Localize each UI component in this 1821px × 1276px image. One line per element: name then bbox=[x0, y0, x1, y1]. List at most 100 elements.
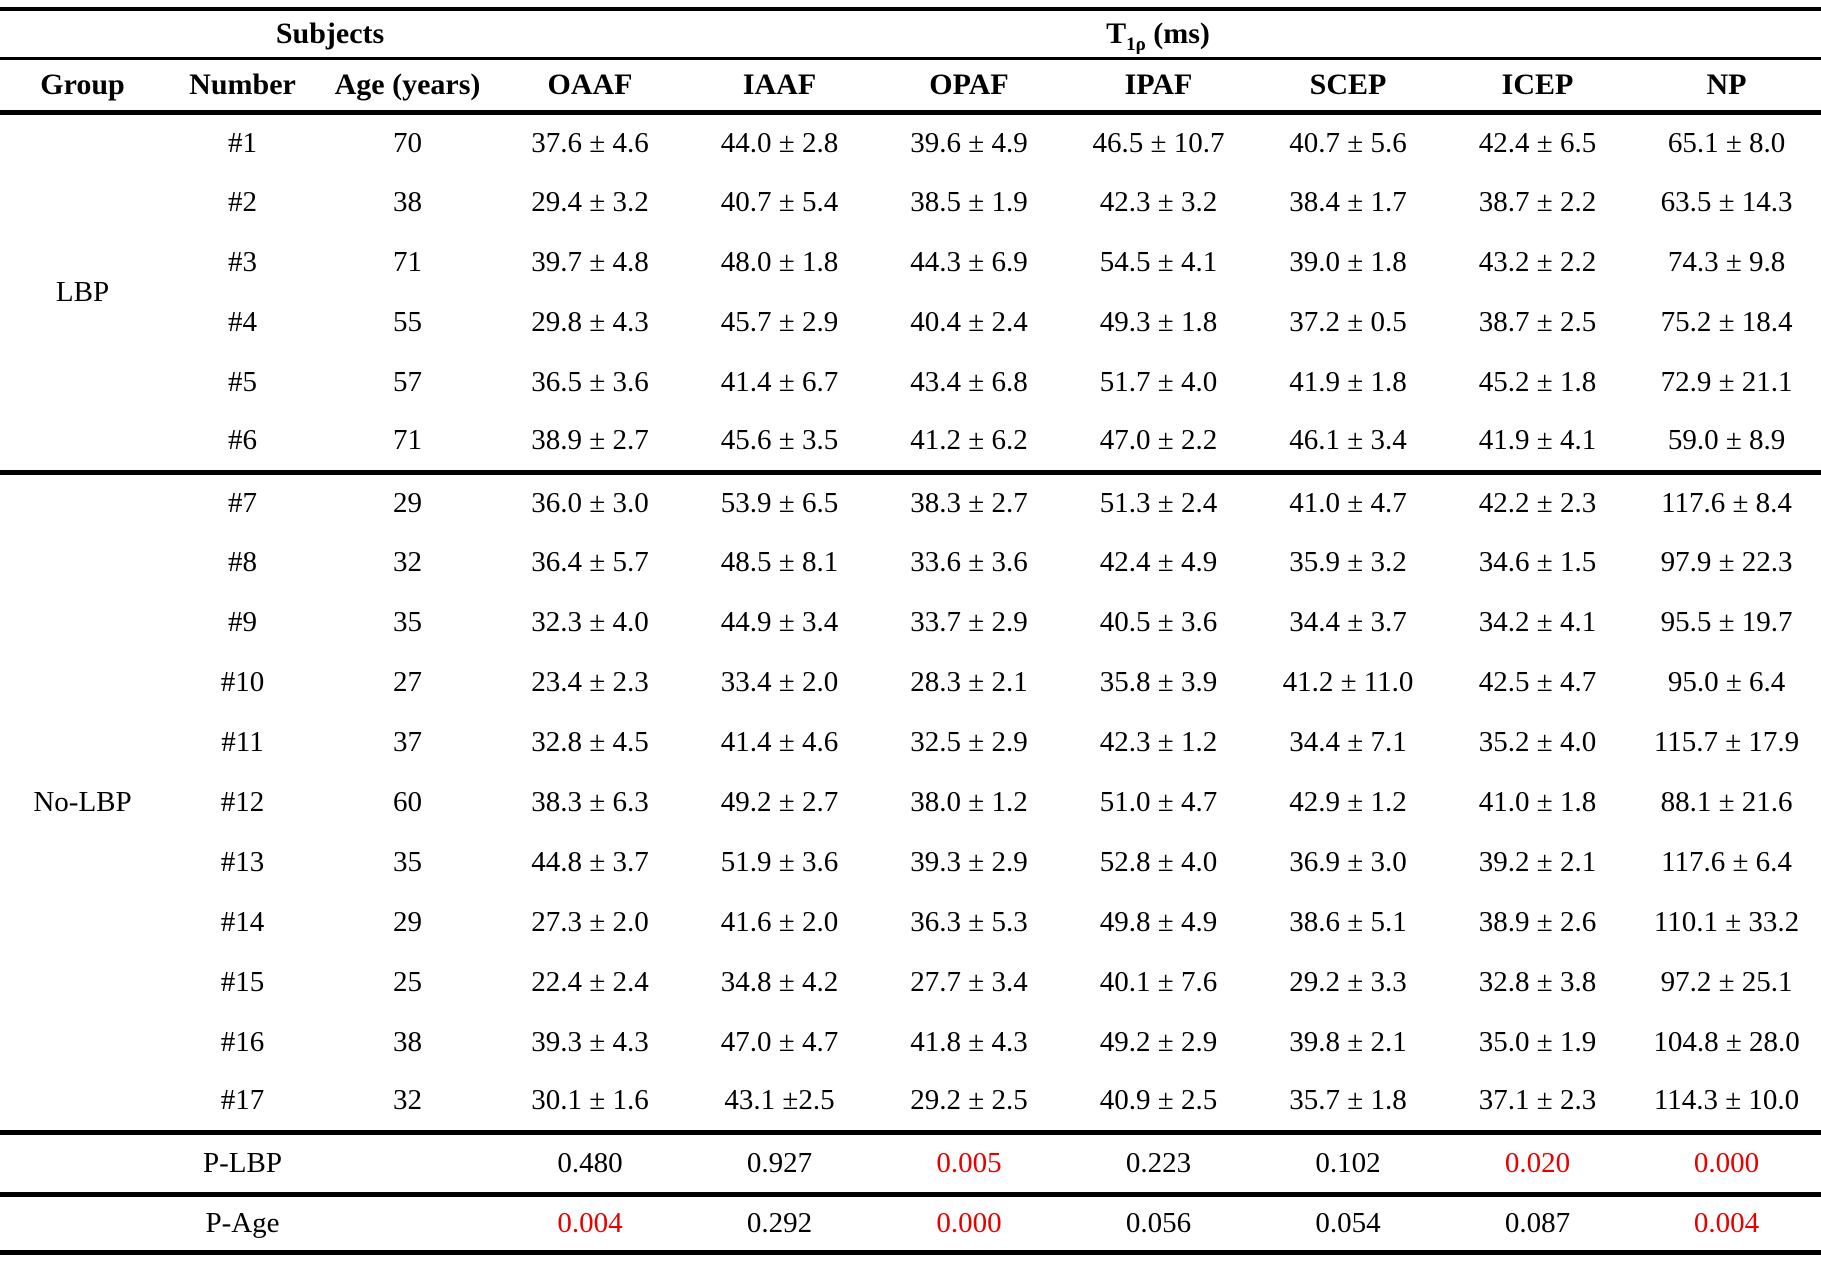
t1rho-value: 35.2 ± 4.0 bbox=[1478, 725, 1597, 758]
subject-number: #3 bbox=[228, 245, 257, 278]
t1rho-value: 38.3 ± 6.3 bbox=[531, 785, 649, 818]
t1rho-value: 75.2 ± 18.4 bbox=[1660, 305, 1793, 338]
column-header-row: Group Number Age (years) OAAF IAAF OPAF … bbox=[0, 58, 1821, 112]
table-row: #13 35 44.8 ± 3.7 51.9 ± 3.6 39.3 ± 2.9 52.8 … bbox=[0, 832, 1821, 892]
subject-number: #17 bbox=[220, 1084, 265, 1117]
t1rho-value: 110.1 ± 33.2 bbox=[1653, 905, 1800, 938]
t1rho-value: 40.7 ± 5.6 bbox=[1289, 126, 1407, 159]
t1rho-value: 45.6 ± 3.5 bbox=[720, 424, 839, 457]
t1rho-value: 44.0 ± 2.8 bbox=[720, 126, 839, 159]
subject-number: #10 bbox=[220, 665, 265, 698]
t1rho-value: 44.8 ± 3.7 bbox=[531, 845, 649, 878]
t1rho-value: 35.9 ± 3.2 bbox=[1289, 545, 1407, 578]
t1rho-subjects-table: Subjects T1ρ (ms) Group Number Age (year… bbox=[0, 7, 1821, 1255]
t1rho-value: 33.6 ± 3.6 bbox=[910, 545, 1028, 578]
t1rho-base: T bbox=[1106, 16, 1127, 50]
table-row: #5 57 36.5 ± 3.6 41.4 ± 6.7 43.4 ± 6.8 51.7 ±… bbox=[0, 352, 1821, 412]
t1rho-value: 51.3 ± 2.4 bbox=[1099, 486, 1218, 519]
t1rho-value: 41.4 ± 6.7 bbox=[720, 365, 839, 398]
t1rho-value: 46.5 ± 10.7 bbox=[1092, 126, 1225, 159]
table-row: LBP #1 70 37.6 ± 4.6 44.0 ± 2.8 39.6 ± 4.9 46.… bbox=[0, 112, 1821, 308]
t1rho-value: 39.0 ± 1.8 bbox=[1289, 245, 1407, 278]
subject-age: 55 bbox=[393, 305, 422, 338]
t1rho-value: 88.1 ± 21.6 bbox=[1660, 785, 1793, 818]
t1rho-value: 41.6 ± 2.0 bbox=[720, 905, 839, 938]
subject-number: #5 bbox=[228, 365, 257, 398]
t1rho-value: 40.7 ± 5.4 bbox=[720, 185, 839, 218]
p-value: 0.005 bbox=[936, 1146, 1002, 1179]
t1rho-value: 36.4 ± 5.7 bbox=[531, 545, 649, 578]
t1rho-value: 29.2 ± 2.5 bbox=[910, 1084, 1028, 1117]
table-row: #15 25 22.4 ± 2.4 34.8 ± 4.2 27.7 ± 3.4 40.1 … bbox=[0, 952, 1821, 1012]
table-row: #8 32 36.4 ± 5.7 48.5 ± 8.1 33.6 ± 3.6 42.4 ±… bbox=[0, 532, 1821, 592]
t1rho-value: 43.2 ± 2.2 bbox=[1478, 245, 1597, 278]
subject-number: #4 bbox=[228, 305, 257, 338]
t1rho-value: 22.4 ± 2.4 bbox=[531, 965, 649, 998]
t1rho-value: 97.2 ± 25.1 bbox=[1660, 965, 1793, 998]
p-value: 0.087 bbox=[1504, 1206, 1571, 1239]
subject-age: 35 bbox=[393, 605, 422, 638]
t1rho-value: 37.6 ± 4.6 bbox=[531, 126, 649, 159]
t1rho-value: 38.3 ± 2.7 bbox=[910, 486, 1028, 519]
t1rho-value: 117.6 ± 6.4 bbox=[1661, 845, 1792, 878]
t1rho-value: 29.4 ± 3.2 bbox=[531, 185, 649, 218]
subject-age: 32 bbox=[393, 1084, 422, 1117]
t1rho-value: 114.3 ± 10.0 bbox=[1653, 1084, 1800, 1117]
t1rho-value: 49.2 ± 2.7 bbox=[720, 785, 839, 818]
subject-number: #9 bbox=[228, 605, 257, 638]
p-value: 0.480 bbox=[557, 1146, 623, 1179]
p-value-row: P-Age 0.004 0.292 0.000 0.056 0.054 0.087 0.004 bbox=[0, 1194, 1821, 1252]
t1rho-value: 40.4 ± 2.4 bbox=[910, 305, 1028, 338]
t1rho-value: 29.2 ± 3.3 bbox=[1289, 965, 1407, 998]
column-header-icep: ICEP bbox=[1501, 67, 1574, 101]
p-value: 0.054 bbox=[1315, 1206, 1381, 1239]
t1rho-value: 42.4 ± 4.9 bbox=[1099, 545, 1218, 578]
p-value: 0.292 bbox=[746, 1206, 813, 1239]
table-row: #6 71 38.9 ± 2.7 45.6 ± 3.5 41.2 ± 6.2 47.0 ±… bbox=[0, 412, 1821, 472]
table-row: #9 35 32.3 ± 4.0 44.9 ± 3.4 33.7 ± 2.9 40.5 ±… bbox=[0, 592, 1821, 652]
t1rho-value: 28.3 ± 2.1 bbox=[910, 665, 1028, 698]
subject-number: #11 bbox=[221, 725, 264, 758]
table-row: No-LBP #7 29 36.0 ± 3.0 53.9 ± 6.5 38.3 ± 2.7… bbox=[0, 472, 1821, 818]
t1rho-value: 48.0 ± 1.8 bbox=[720, 245, 839, 278]
t1rho-value: 39.2 ± 2.1 bbox=[1478, 845, 1597, 878]
t1rho-value: 45.7 ± 2.9 bbox=[720, 305, 839, 338]
t1rho-value: 44.3 ± 6.9 bbox=[910, 245, 1028, 278]
column-header-oaaf: OAAF bbox=[547, 67, 633, 101]
subject-age: 32 bbox=[393, 545, 422, 578]
t1rho-value: 41.9 ± 1.8 bbox=[1289, 365, 1407, 398]
t1rho-value: 32.5 ± 2.9 bbox=[910, 725, 1028, 758]
t1rho-value: 39.3 ± 4.3 bbox=[531, 1025, 649, 1058]
t1rho-value: 49.3 ± 1.8 bbox=[1099, 305, 1218, 338]
t1rho-value: 43.1 ±2.5 bbox=[724, 1084, 835, 1117]
subject-number: #13 bbox=[220, 845, 265, 878]
t1rho-value: 51.0 ± 4.7 bbox=[1099, 785, 1218, 818]
t1rho-value: 42.2 ± 2.3 bbox=[1478, 486, 1597, 519]
subject-number: #12 bbox=[220, 785, 265, 818]
subject-number: #14 bbox=[220, 905, 265, 938]
table-row: #12 60 38.3 ± 6.3 49.2 ± 2.7 38.0 ± 1.2 51.0 … bbox=[0, 772, 1821, 832]
t1rho-unit: (ms) bbox=[1145, 16, 1210, 50]
subject-age: 37 bbox=[393, 725, 422, 758]
table-row: #3 71 39.7 ± 4.8 48.0 ± 1.8 44.3 ± 6.9 54.5 ±… bbox=[0, 232, 1821, 292]
t1rho-value: 38.7 ± 2.5 bbox=[1478, 305, 1597, 338]
subject-number: #16 bbox=[220, 1025, 265, 1058]
subject-number: #8 bbox=[228, 545, 257, 578]
t1rho-value: 42.4 ± 6.5 bbox=[1478, 126, 1597, 159]
t1rho-value: 97.9 ± 22.3 bbox=[1660, 545, 1793, 578]
p-value-row: P-LBP 0.480 0.927 0.005 0.223 0.102 0.020 0.000 bbox=[0, 1132, 1821, 1194]
t1rho-value: 27.3 ± 2.0 bbox=[531, 905, 649, 938]
t1rho-value: 49.8 ± 4.9 bbox=[1099, 905, 1218, 938]
t1rho-value: 42.3 ± 3.2 bbox=[1099, 185, 1218, 218]
p-value: 0.004 bbox=[1693, 1206, 1760, 1239]
t1rho-value: 34.2 ± 4.1 bbox=[1478, 605, 1597, 638]
t1rho-value: 44.9 ± 3.4 bbox=[720, 605, 839, 638]
p-row-label: P-LBP bbox=[203, 1146, 282, 1179]
subject-number: #1 bbox=[228, 126, 257, 159]
t1rho-value: 74.3 ± 9.8 bbox=[1667, 245, 1786, 278]
t1rho-value: 42.3 ± 1.2 bbox=[1099, 725, 1218, 758]
p-value: 0.000 bbox=[936, 1206, 1002, 1239]
table-row: #16 38 39.3 ± 4.3 47.0 ± 4.7 41.8 ± 4.3 49.2 … bbox=[0, 1012, 1821, 1072]
subject-age: 25 bbox=[393, 965, 422, 998]
column-header-opaf: OPAF bbox=[929, 67, 1009, 101]
